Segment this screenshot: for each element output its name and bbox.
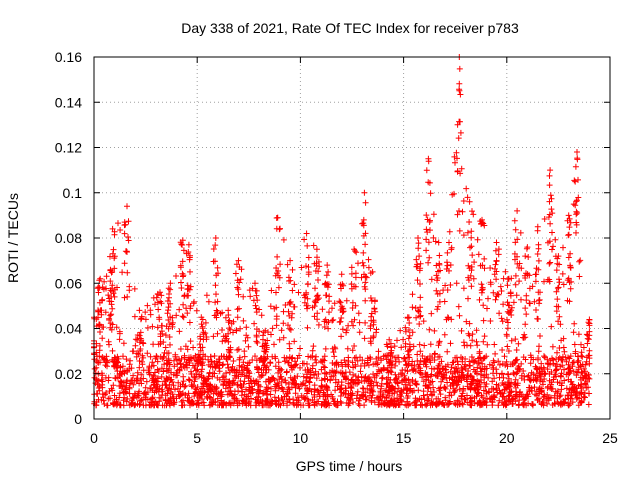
x-tick-label: 15 bbox=[396, 430, 412, 446]
grid-lines bbox=[94, 57, 610, 419]
x-axis-label: GPS time / hours bbox=[296, 458, 403, 474]
y-tick-label: 0.02 bbox=[55, 366, 82, 382]
x-tick-label: 25 bbox=[602, 430, 618, 446]
chart-title: Day 338 of 2021, Rate Of TEC Index for r… bbox=[181, 20, 519, 36]
y-tick-label: 0.06 bbox=[55, 275, 82, 291]
y-tick-label: 0.16 bbox=[55, 49, 82, 65]
y-tick-label: 0.1 bbox=[63, 185, 83, 201]
axes: 0 5 10 15 20 25 0 0.02 0.04 0.06 0.08 0.1 0.12 0.14 0.… bbox=[55, 49, 618, 446]
y-tick-label: 0.08 bbox=[55, 230, 82, 246]
x-tick-label: 0 bbox=[90, 430, 98, 446]
y-tick-label: 0.12 bbox=[55, 140, 82, 156]
y-tick-label: 0.14 bbox=[55, 94, 82, 110]
x-tick-label: 10 bbox=[293, 430, 309, 446]
data-points bbox=[91, 54, 593, 409]
plot-frame bbox=[93, 56, 611, 420]
y-tick-label: 0 bbox=[74, 411, 82, 427]
y-tick-label: 0.04 bbox=[55, 321, 82, 337]
y-axis-label: ROTI / TECUs bbox=[5, 193, 21, 283]
roti-marker-series bbox=[91, 54, 593, 409]
x-tick-label: 20 bbox=[499, 430, 515, 446]
x-tick-label: 5 bbox=[193, 430, 201, 446]
